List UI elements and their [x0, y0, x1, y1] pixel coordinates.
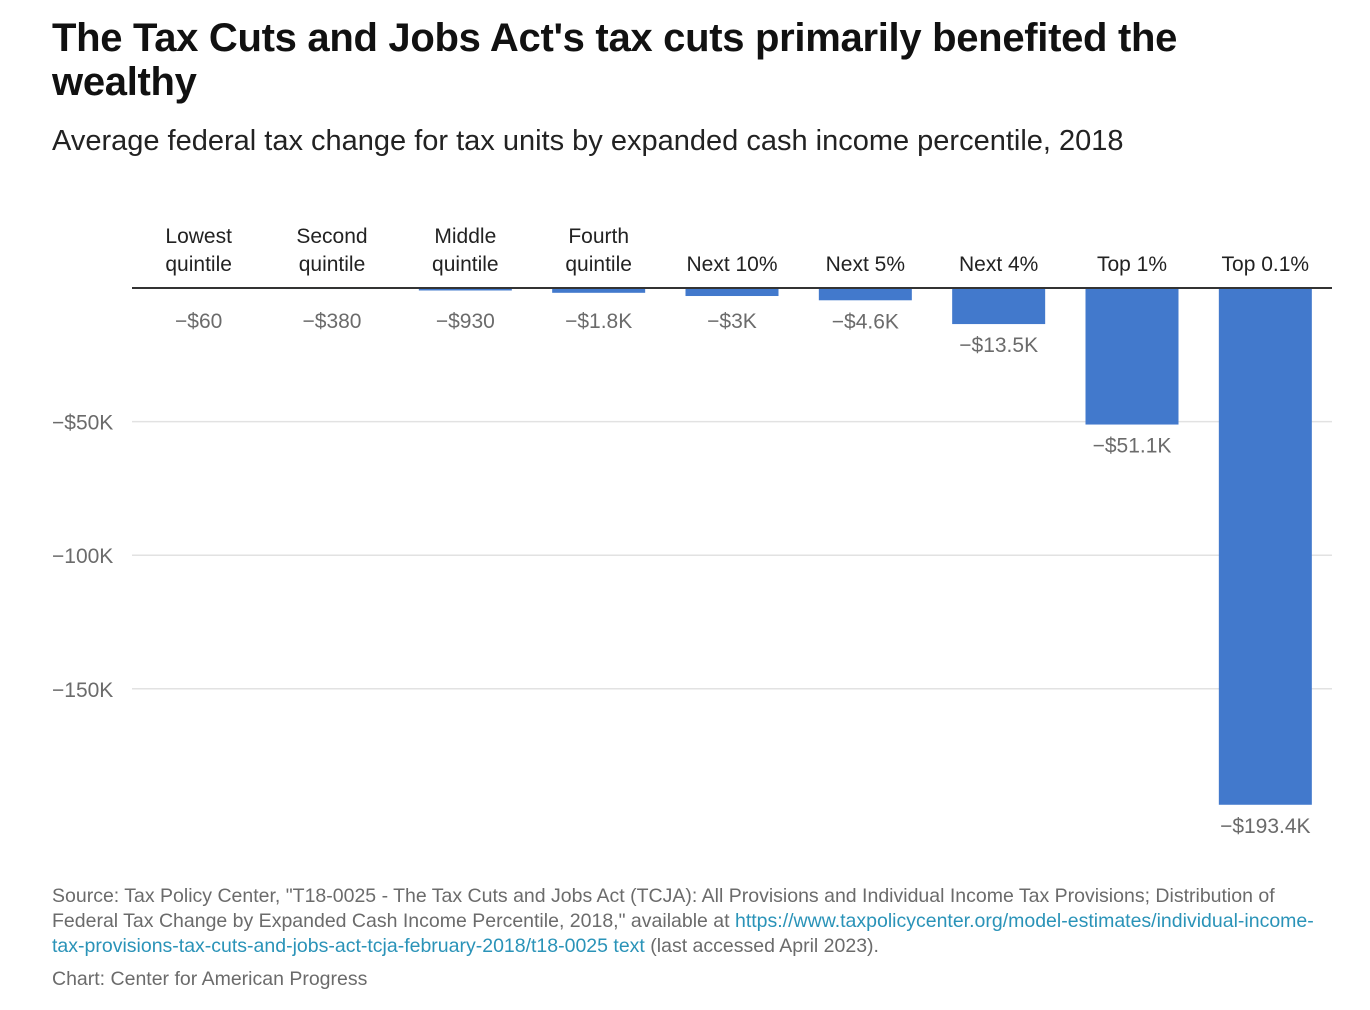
source-note: Source: Tax Policy Center, "T18-0025 - T… — [52, 884, 1342, 959]
category-label: Lowest — [165, 225, 232, 248]
value-label: −$4.6K — [832, 310, 899, 333]
category-labels: Lowest quintile Second quintile Middle quinti… — [165, 225, 1309, 276]
y-tick-label: −$50K — [52, 412, 113, 435]
value-label: −$13.5K — [959, 334, 1038, 357]
bar — [418, 288, 512, 291]
category-label: Fourth — [568, 225, 629, 248]
category-label: quintile — [565, 253, 632, 276]
bar-chart: Lowest quintile Second quintile Middle quinti… — [52, 225, 1332, 838]
source-suffix: (last accessed April 2023). — [644, 935, 879, 957]
bar — [685, 288, 779, 297]
value-label: −$3K — [707, 310, 757, 333]
y-tick-label: −150K — [52, 679, 113, 702]
category-label: Middle — [434, 225, 496, 248]
y-tick-label: −100K — [52, 545, 113, 568]
bars — [152, 288, 1312, 805]
value-label: −$380 — [303, 310, 362, 333]
source-text: Source: Tax Policy Center, "T18-0025 - T… — [52, 885, 1275, 932]
category-label: Next 10% — [686, 253, 777, 276]
y-tick-labels: −$50K −100K −150K — [52, 412, 113, 702]
gridlines — [132, 420, 1332, 690]
bar — [818, 288, 912, 301]
bar — [1218, 288, 1312, 805]
value-label: −$193.4K — [1220, 815, 1311, 838]
value-label: −$1.8K — [565, 310, 632, 333]
bar — [952, 288, 1046, 325]
category-label: Next 5% — [826, 253, 905, 276]
source-link[interactable]: https://www.taxpolicycenter.org/model-es… — [52, 910, 1314, 957]
category-label: quintile — [432, 253, 499, 276]
chart-title: The Tax Cuts and Jobs Act's tax cuts pri… — [52, 16, 1178, 104]
chart-subtitle: Average federal tax change for tax units… — [52, 125, 1124, 157]
category-label: Next 4% — [959, 253, 1038, 276]
bar — [1085, 288, 1179, 425]
category-label: Second — [296, 225, 367, 248]
category-label: quintile — [165, 253, 232, 276]
category-label: Top 1% — [1097, 253, 1167, 276]
chart-credit: Chart: Center for American Progress — [52, 968, 368, 990]
category-label: Top 0.1% — [1222, 253, 1310, 276]
category-label: quintile — [299, 253, 366, 276]
value-label: −$930 — [436, 310, 495, 333]
bar — [552, 288, 646, 293]
value-labels: −$60 −$380 −$930 −$1.8K −$3K −$4.6K −$13.5K −$5… — [175, 310, 1311, 838]
value-label: −$51.1K — [1093, 435, 1172, 458]
value-label: −$60 — [175, 310, 222, 333]
